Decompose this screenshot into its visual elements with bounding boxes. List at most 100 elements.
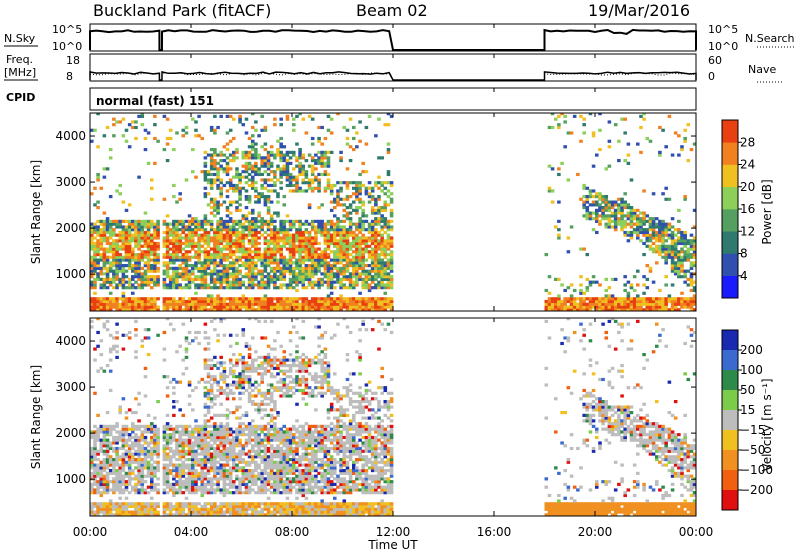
heatmap-cell bbox=[389, 114, 394, 118]
heatmap-cell bbox=[658, 125, 662, 130]
heatmap-cell bbox=[266, 167, 271, 171]
heatmap-cell bbox=[266, 197, 271, 201]
heatmap-cell bbox=[184, 299, 189, 304]
heatmap-cell bbox=[187, 305, 192, 309]
heatmap-cell bbox=[333, 255, 337, 259]
heatmap-cell bbox=[137, 283, 141, 287]
heatmap-cell bbox=[355, 269, 359, 273]
heatmap-cell bbox=[225, 302, 230, 306]
heatmap-cell bbox=[639, 225, 643, 229]
heatmap-cell bbox=[307, 250, 312, 254]
heatmap-cell bbox=[304, 253, 309, 257]
heatmap-cell bbox=[389, 283, 394, 287]
heatmap-cell bbox=[112, 305, 116, 309]
heatmap-cell bbox=[153, 482, 157, 486]
heatmap-cell bbox=[172, 230, 176, 235]
heatmap-cell bbox=[670, 244, 675, 248]
heatmap-cell bbox=[345, 197, 350, 201]
heatmap-cell bbox=[206, 153, 211, 157]
heatmap-cell bbox=[127, 236, 132, 240]
heatmap-cell bbox=[219, 186, 223, 190]
heatmap-cell bbox=[314, 308, 318, 311]
heatmap-cell bbox=[191, 247, 195, 251]
heatmap-cell bbox=[288, 258, 293, 262]
heatmap-cell bbox=[604, 197, 609, 201]
heatmap-cell bbox=[576, 297, 580, 301]
heatmap-cell bbox=[118, 408, 122, 412]
heatmap-cell bbox=[273, 286, 277, 290]
heatmap-cell bbox=[175, 510, 179, 514]
heatmap-cell bbox=[658, 302, 662, 306]
heatmap-cell bbox=[288, 161, 293, 165]
heatmap-cell bbox=[181, 441, 186, 445]
heatmap-cell bbox=[134, 466, 138, 470]
heatmap-cell bbox=[184, 339, 189, 343]
heatmap-cell bbox=[150, 275, 154, 279]
heatmap-cell bbox=[244, 131, 249, 135]
heatmap-cell bbox=[339, 250, 343, 254]
heatmap-cell bbox=[203, 156, 208, 160]
heatmap-cell bbox=[266, 302, 271, 306]
heatmap-cell bbox=[604, 302, 609, 306]
heatmap-cell bbox=[175, 430, 179, 434]
heatmap-cell bbox=[191, 302, 195, 306]
heatmap-cell bbox=[131, 424, 135, 428]
heatmap-cell bbox=[134, 230, 138, 235]
heatmap-cell bbox=[339, 150, 343, 154]
heatmap-cell bbox=[241, 297, 246, 301]
heatmap-cell bbox=[150, 305, 154, 309]
heatmap-cell bbox=[683, 275, 687, 279]
heatmap-cell bbox=[348, 275, 353, 279]
heatmap-cell bbox=[112, 255, 116, 259]
heatmap-cell bbox=[127, 477, 132, 481]
heatmap-cell bbox=[213, 161, 217, 165]
heatmap-cell bbox=[225, 222, 230, 226]
heatmap-cell bbox=[254, 283, 258, 287]
heatmap-cell bbox=[298, 258, 302, 262]
heatmap-cell bbox=[165, 299, 170, 304]
heatmap-cell bbox=[181, 413, 186, 417]
heatmap-cell bbox=[648, 305, 653, 309]
heatmap-cell bbox=[336, 253, 340, 257]
heatmap-cell bbox=[664, 302, 668, 306]
heatmap-cell bbox=[99, 463, 104, 467]
heatmap-cell bbox=[355, 253, 359, 257]
heatmap-cell bbox=[105, 258, 110, 262]
heatmap-cell bbox=[333, 214, 337, 218]
heatmap-cell bbox=[310, 178, 315, 182]
heatmap-cell bbox=[301, 181, 306, 185]
heatmap-cell bbox=[181, 258, 186, 262]
heatmap-cell bbox=[655, 302, 659, 306]
heatmap-cell bbox=[692, 261, 696, 265]
heatmap-cell bbox=[623, 288, 627, 293]
heatmap-cell bbox=[588, 299, 593, 304]
heatmap-cell bbox=[108, 388, 113, 393]
heatmap-cell bbox=[168, 241, 173, 246]
heatmap-cell bbox=[137, 299, 141, 304]
heatmap-cell bbox=[124, 430, 129, 434]
heatmap-cell bbox=[238, 286, 242, 290]
heatmap-cell bbox=[389, 250, 394, 254]
heatmap-cell bbox=[232, 183, 236, 188]
heatmap-cell bbox=[219, 239, 223, 243]
heatmap-cell bbox=[131, 411, 135, 415]
power-ylabel: Slant Range [km] bbox=[29, 160, 43, 264]
heatmap-cell bbox=[686, 283, 691, 287]
heatmap-cell bbox=[134, 253, 138, 257]
heatmap-cell bbox=[307, 236, 312, 240]
heatmap-cell bbox=[579, 291, 583, 295]
heatmap-cell bbox=[134, 244, 138, 248]
heatmap-cell bbox=[355, 302, 359, 306]
heatmap-cell bbox=[244, 189, 249, 193]
heatmap-cell bbox=[285, 305, 290, 309]
heatmap-cell bbox=[260, 308, 264, 311]
heatmap-cell bbox=[273, 181, 277, 185]
heatmap-cell bbox=[238, 247, 242, 251]
heatmap-cell bbox=[241, 123, 246, 127]
heatmap-cell bbox=[146, 230, 151, 235]
heatmap-cell bbox=[206, 253, 211, 257]
heatmap-cell bbox=[301, 230, 306, 235]
heatmap-cell bbox=[314, 153, 318, 157]
heatmap-cell bbox=[260, 277, 264, 281]
heatmap-cell bbox=[213, 172, 217, 177]
